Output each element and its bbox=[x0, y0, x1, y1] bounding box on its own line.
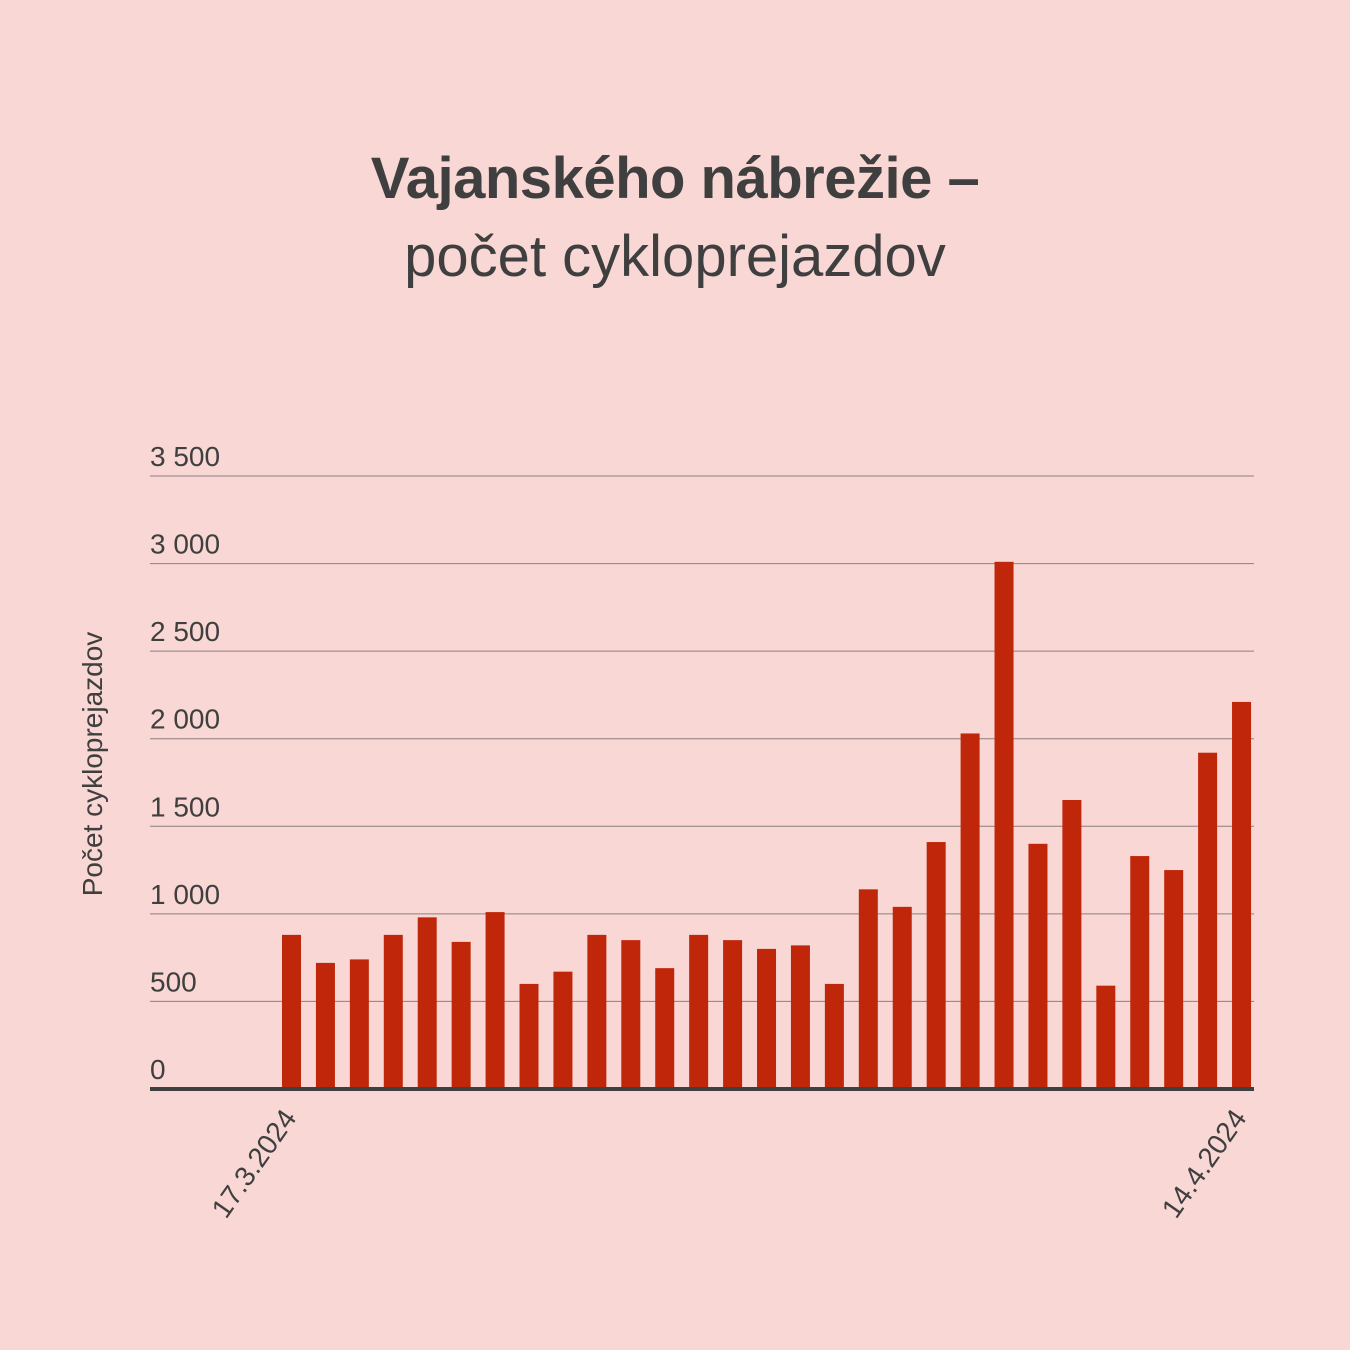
y-tick-label: 1 000 bbox=[150, 879, 220, 910]
bar bbox=[1062, 800, 1082, 1089]
bar bbox=[1096, 985, 1116, 1089]
bar bbox=[1232, 701, 1252, 1089]
y-tick-label: 2 000 bbox=[150, 704, 220, 735]
bar bbox=[349, 959, 369, 1089]
y-tick-label: 3 500 bbox=[150, 441, 220, 472]
bar bbox=[587, 934, 607, 1089]
bar bbox=[383, 934, 403, 1089]
bar bbox=[994, 561, 1014, 1089]
bar bbox=[723, 940, 743, 1089]
y-axis-tick-labels: 0 500 1 000 1 500 2 000 2 500 3 000 3 500 bbox=[150, 441, 220, 1085]
y-tick-label: 2 500 bbox=[150, 616, 220, 647]
y-axis-label: Počet cykloprejazdov bbox=[77, 632, 108, 897]
bar bbox=[621, 940, 641, 1089]
gridlines bbox=[150, 475, 1254, 1002]
bar bbox=[655, 968, 675, 1089]
bar bbox=[757, 948, 777, 1089]
chart-title: Vajanského nábrežie – počet cykloprejazd… bbox=[0, 140, 1350, 296]
bar bbox=[1028, 843, 1048, 1089]
bar bbox=[892, 906, 912, 1089]
bar bbox=[485, 912, 505, 1089]
bar bbox=[519, 983, 539, 1089]
bar bbox=[790, 945, 810, 1089]
bar bbox=[1130, 856, 1150, 1089]
bar bbox=[926, 842, 946, 1089]
bar bbox=[1164, 870, 1184, 1089]
bar bbox=[1198, 752, 1218, 1089]
bar bbox=[824, 983, 844, 1089]
x-axis-tick-labels: 17.3.2024 14.4.2024 bbox=[206, 1104, 1253, 1224]
bar bbox=[553, 971, 573, 1089]
bar bbox=[858, 889, 878, 1089]
y-tick-label: 0 bbox=[150, 1054, 166, 1085]
chart-title-line1: Vajanského nábrežie – bbox=[370, 146, 980, 211]
y-tick-label: 500 bbox=[150, 966, 197, 997]
x-tick-label: 14.4.2024 bbox=[1156, 1104, 1253, 1224]
bar bbox=[282, 934, 301, 1089]
bar bbox=[451, 941, 471, 1089]
y-tick-label: 1 500 bbox=[150, 791, 220, 822]
bar bbox=[689, 934, 709, 1089]
bars bbox=[282, 561, 1252, 1089]
bar bbox=[417, 917, 437, 1089]
bar bbox=[315, 962, 335, 1089]
chart-title-line2: počet cykloprejazdov bbox=[404, 224, 946, 289]
bar bbox=[960, 733, 980, 1089]
y-tick-label: 3 000 bbox=[150, 529, 220, 560]
x-tick-label: 17.3.2024 bbox=[206, 1104, 303, 1224]
